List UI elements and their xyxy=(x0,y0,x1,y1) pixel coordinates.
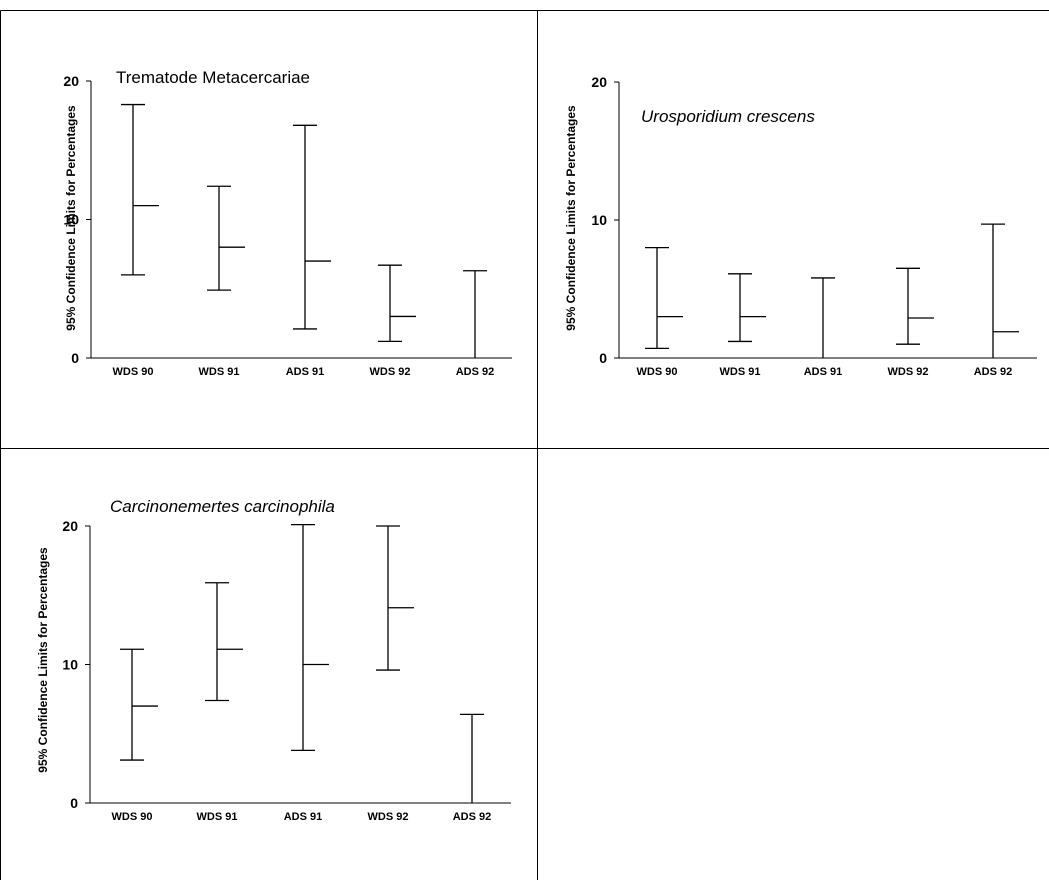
x-tick-label: ADS 92 xyxy=(456,366,495,378)
x-tick-label: WDS 90 xyxy=(637,366,678,378)
error-bar xyxy=(460,713,484,803)
panel-borders xyxy=(0,10,1049,880)
error-bar xyxy=(981,223,1019,358)
axes: 0 10 20 WDS 90 WDS 91 ADS 91 WDS 92 ADS 92 xyxy=(63,73,512,378)
chart-title: Carcinonemertes carcinophila xyxy=(110,497,335,516)
x-tick-label: ADS 92 xyxy=(453,811,492,823)
chart-urosporidium-crescens: Urosporidium crescens 95% Confidence Lim… xyxy=(564,74,1037,378)
error-bar xyxy=(645,246,683,349)
error-bar xyxy=(120,648,158,761)
x-tick-label: ADS 91 xyxy=(284,811,323,823)
x-tick-label: WDS 92 xyxy=(888,366,929,378)
x-tick-label: ADS 92 xyxy=(974,366,1013,378)
y-tick-label: 20 xyxy=(63,73,79,89)
y-tick-label: 20 xyxy=(62,518,78,534)
y-axis-label: 95% Confidence Limits for Percentages xyxy=(36,547,50,773)
chart-title: Urosporidium crescens xyxy=(641,107,815,126)
axes: 0 10 20 WDS 90 WDS 91 ADS 91 WDS 92 ADS 92 xyxy=(591,74,1037,378)
error-bar xyxy=(291,523,329,752)
x-tick-label: WDS 90 xyxy=(113,366,154,378)
y-tick-label: 10 xyxy=(591,212,607,228)
x-tick-label: WDS 91 xyxy=(720,366,761,378)
error-bar xyxy=(728,273,766,343)
error-bar xyxy=(205,582,243,702)
error-bar xyxy=(207,185,245,291)
error-bars xyxy=(645,223,1019,358)
error-bar xyxy=(811,277,835,358)
axes: 0 10 20 WDS 90 WDS 91 ADS 91 WDS 92 ADS 92 xyxy=(62,518,511,823)
error-bar xyxy=(376,525,414,671)
error-bar xyxy=(463,270,487,358)
chart-trematode-metacercariae: Trematode Metacercariae 95% Confidence L… xyxy=(63,68,512,378)
x-tick-label: WDS 92 xyxy=(370,366,411,378)
y-tick-label: 0 xyxy=(70,795,78,811)
y-tick-label: 10 xyxy=(62,657,78,673)
error-bar xyxy=(121,103,159,276)
error-bar xyxy=(293,124,331,330)
y-tick-label: 10 xyxy=(63,212,79,228)
x-tick-label: WDS 92 xyxy=(368,811,409,823)
x-tick-label: ADS 91 xyxy=(286,366,325,378)
chart-title: Trematode Metacercariae xyxy=(116,68,310,87)
error-bar xyxy=(896,267,934,345)
y-axis-label: 95% Confidence Limits for Percentages xyxy=(564,105,578,331)
x-tick-label: ADS 91 xyxy=(804,366,843,378)
error-bars xyxy=(121,103,487,358)
y-tick-label: 0 xyxy=(71,350,79,366)
y-tick-label: 20 xyxy=(591,74,607,90)
x-tick-label: WDS 90 xyxy=(112,811,153,823)
y-axis-label: 95% Confidence Limits for Percentages xyxy=(64,105,78,331)
y-tick-label: 0 xyxy=(599,350,607,366)
error-bars xyxy=(120,523,484,803)
error-bar xyxy=(378,264,416,343)
chart-carcinonemertes-carcinophila: Carcinonemertes carcinophila 95% Confide… xyxy=(36,497,511,823)
x-tick-label: WDS 91 xyxy=(199,366,240,378)
x-tick-label: WDS 91 xyxy=(197,811,238,823)
